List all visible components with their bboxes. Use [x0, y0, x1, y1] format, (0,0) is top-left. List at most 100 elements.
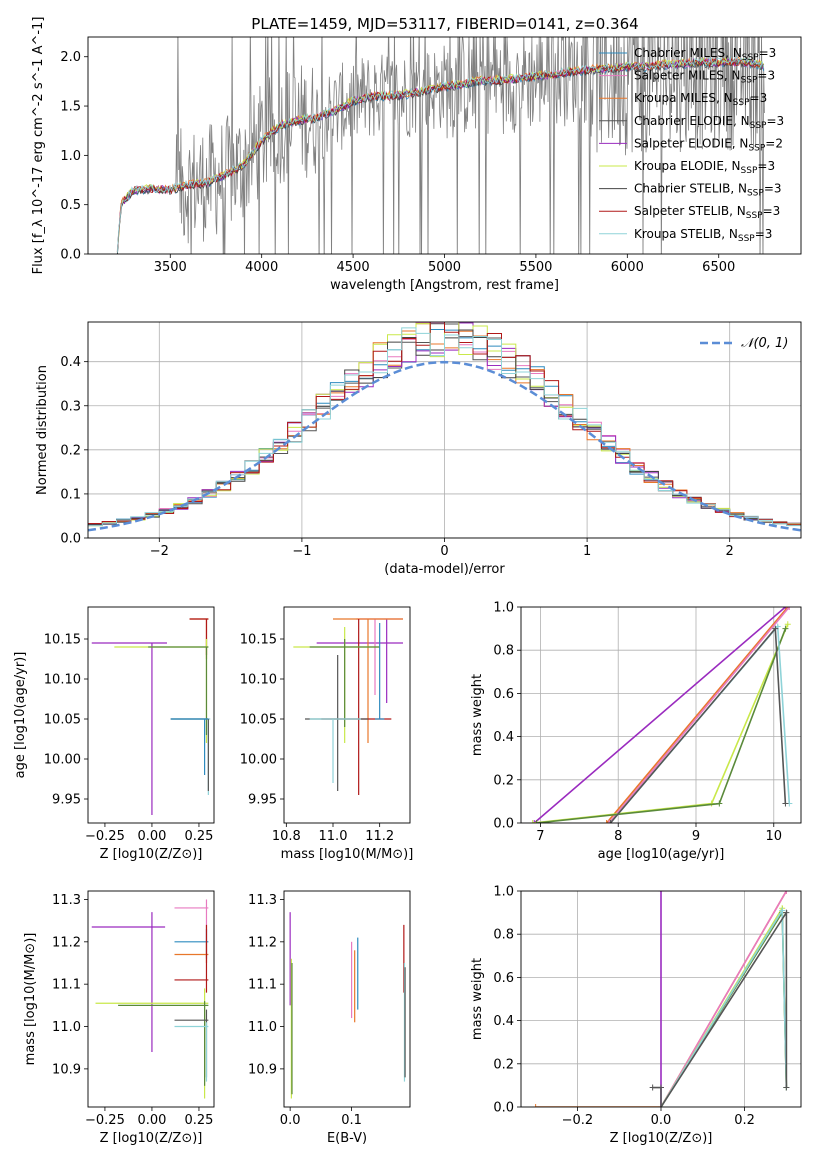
- weight-marker: [605, 820, 612, 823]
- x-tick-label: 8: [614, 829, 622, 844]
- plot-area-spectrum: [116, 37, 765, 254]
- y-tick-label: 10.10: [44, 673, 81, 688]
- y-tick-label: 11.0: [248, 1020, 277, 1035]
- x-tick-label: −0.25: [85, 1113, 125, 1128]
- weight-line: [608, 607, 790, 823]
- model-spectrum: [116, 58, 765, 253]
- axes-frame: [520, 890, 802, 1108]
- weight-marker: [716, 800, 723, 807]
- weight-marker: [603, 820, 610, 823]
- x-tick-label: 6500: [702, 260, 735, 275]
- x-tick-label: 5000: [428, 260, 461, 275]
- y-tick-label: 10.05: [44, 713, 81, 728]
- axes-frame: [87, 36, 802, 255]
- y-tick-label: 9.95: [52, 793, 81, 808]
- weight-marker: [783, 909, 790, 916]
- y-axis-label: Normed distribution: [35, 365, 50, 495]
- axes-frame: [87, 606, 215, 824]
- weight-line: [660, 891, 788, 1107]
- y-tick-label: 1.0: [60, 149, 81, 164]
- y-tick-label: 0.4: [493, 1014, 514, 1029]
- x-tick-label: 3500: [154, 260, 187, 275]
- x-tick-label: 10.8: [272, 829, 301, 844]
- x-axis-label: Z [log10(Z/Z⊙)]: [610, 1131, 713, 1146]
- x-tick-label: 11.0: [319, 829, 348, 844]
- legend-label: Chabrier MILES, NSSP=3: [634, 46, 776, 63]
- y-tick-label: 0.8: [493, 644, 514, 659]
- x-tick-label: 0.25: [184, 1113, 213, 1128]
- y-tick-label: 1.5: [60, 100, 81, 115]
- axes-frame: [87, 890, 215, 1108]
- y-tick-label: 10.00: [44, 753, 81, 768]
- y-tick-label: 11.3: [248, 893, 277, 908]
- model-spectrum: [116, 56, 765, 253]
- x-tick-label: −0.2: [562, 1113, 594, 1128]
- y-tick-label: 11.1: [52, 978, 81, 993]
- y-axis-label: Flux [f_λ 10^-17 erg cm^-2 s^-1 A^-1]: [31, 17, 46, 275]
- observed-spectrum: [116, 37, 765, 254]
- x-tick-label: 11.2: [365, 829, 394, 844]
- y-tick-label: 0.2: [60, 443, 81, 458]
- x-tick-label: 2: [726, 544, 734, 559]
- plot-area-weight_vs_Z: [521, 891, 801, 1107]
- y-tick-label: 0.6: [493, 687, 514, 702]
- axes-weight_vs_Z: −0.2 0.0 0.2 0.0 0.2 0.4 0.6 0.8 1.0 Z [log10(Z/Z…: [470, 885, 802, 1146]
- y-tick-label: 10.00: [240, 753, 277, 768]
- x-tick-label: 5500: [519, 260, 552, 275]
- weight-line: [605, 607, 789, 823]
- weight-marker: [779, 907, 786, 914]
- legend-label: Chabrier STELIB, NSSP=3: [634, 182, 782, 199]
- x-tick-label: 0.0: [280, 1113, 301, 1128]
- y-tick-label: 11.3: [52, 893, 81, 908]
- weight-marker: [783, 891, 790, 894]
- x-tick-label: 0.00: [137, 829, 166, 844]
- weight-line: [533, 607, 786, 823]
- y-tick-label: 1.0: [493, 885, 514, 900]
- y-axis-label: mass weight: [470, 958, 485, 1040]
- y-axis-label: mass [log10(M/M⊙)]: [23, 933, 38, 1066]
- weight-marker: [786, 607, 793, 610]
- x-tick-label: 0.25: [184, 829, 213, 844]
- x-axis-label: age [log10(age/yr)]: [598, 847, 725, 862]
- legend-label: Chabrier ELODIE, NSSP=3: [634, 114, 784, 131]
- weight-marker: [658, 1084, 664, 1091]
- weight-marker: [782, 800, 789, 807]
- x-axis-label: (data-model)/error: [384, 562, 505, 577]
- y-tick-label: 11.2: [52, 935, 81, 950]
- x-tick-label: 0.0: [651, 1113, 672, 1128]
- y-tick-label: 0.1: [60, 487, 81, 502]
- y-tick-label: 10.9: [248, 1062, 277, 1077]
- x-tick-label: 7: [536, 829, 544, 844]
- axes-weight_vs_age: 7 8 9 10 0.0 0.2 0.4 0.6 0.8 1.0 age [log10(age/yr…: [470, 601, 802, 862]
- legend-label: Salpeter ELODIE, NSSP=2: [634, 136, 783, 153]
- weight-marker: [533, 820, 540, 823]
- y-tick-label: 9.95: [248, 793, 277, 808]
- y-axis-label: age [log10(age/yr)]: [13, 652, 28, 779]
- axes-frame: [283, 606, 411, 824]
- axes-frame: [520, 606, 802, 824]
- axes-frame: [283, 890, 411, 1108]
- legend-label: Kroupa ELODIE, NSSP=3: [634, 159, 775, 176]
- weight-marker: [784, 621, 791, 628]
- axes-residuals: −2 −1 0 1 2 0.0 0.1 0.2 0.3 0.4 (data-model)/error…: [35, 321, 802, 577]
- x-axis-label: wavelength [Angstrom, rest frame]: [330, 278, 559, 293]
- y-tick-label: 10.15: [240, 633, 277, 648]
- axes-spectrum: 3500 4000 4500 5000 5500 6000 6500 0.0 0.5 1.0 1.5…: [31, 17, 802, 293]
- weight-marker: [607, 820, 614, 823]
- weight-line: [609, 624, 791, 823]
- axes-frame: [87, 321, 802, 539]
- y-tick-label: 0.0: [493, 817, 514, 832]
- plot-area-age_vs_Z: [91, 618, 211, 815]
- y-tick-label: 10.15: [44, 633, 81, 648]
- weight-marker: [531, 820, 538, 823]
- y-tick-label: 2.0: [60, 50, 81, 65]
- x-tick-label: 9: [692, 829, 700, 844]
- x-axis-label: Z [log10(Z/Z⊙)]: [100, 1131, 203, 1146]
- weight-marker: [772, 625, 779, 632]
- figure-title: PLATE=1459, MJD=53117, FIBERID=0141, z=0…: [251, 15, 638, 33]
- weight-marker: [532, 1104, 539, 1107]
- weight-marker: [649, 1084, 656, 1091]
- legend-label: Salpeter STELIB, NSSP=3: [634, 204, 780, 221]
- x-tick-label: 0.2: [734, 1113, 755, 1128]
